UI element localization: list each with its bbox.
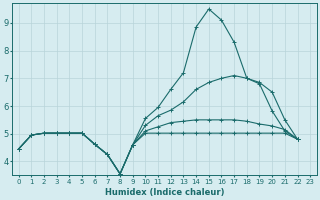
X-axis label: Humidex (Indice chaleur): Humidex (Indice chaleur) xyxy=(105,188,224,197)
